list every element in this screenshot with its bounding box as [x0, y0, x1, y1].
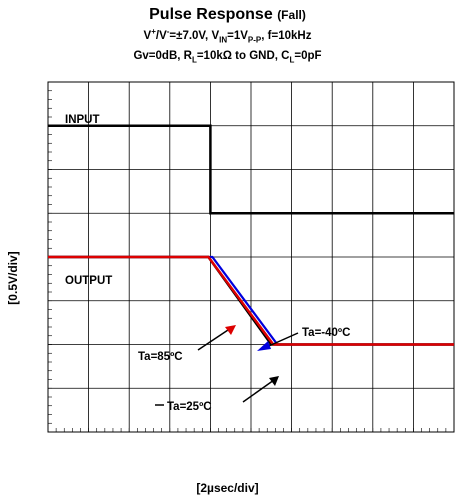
chart-subtitle-conditions-1: V+/V-=±7.0V, VIN=1VP-P, f=10kHz [0, 27, 455, 45]
ta-85-arrow [197, 327, 232, 351]
subtitle-text: V [143, 30, 152, 42]
plot-series [48, 124, 454, 346]
subtitle-text: =1V [227, 30, 248, 42]
ta-25-arrow [242, 379, 275, 403]
ta-minus40-arrowhead [257, 341, 271, 351]
subtitle-sub: L [191, 55, 197, 65]
subtitle-sub: P-P [247, 35, 262, 45]
chart-title: Pulse Response (Fall) [0, 6, 455, 24]
subtitle-text: =10kΩ to GND, C [196, 50, 290, 62]
input-label: INPUT [65, 114, 100, 126]
subtitle-text: Gv=0dB, R [133, 50, 192, 62]
x-axis-label: [2µsec/div] [196, 481, 259, 495]
ta-25-arrowhead [269, 376, 279, 386]
output-label: OUTPUT [65, 275, 112, 287]
ta-minus40-label: Ta=-40ºC [302, 327, 350, 339]
subtitle-text: /V [155, 30, 167, 42]
subtitle-sub: L [289, 55, 295, 65]
chart-subtitle-conditions-2: Gv=0dB, RL=10kΩ to GND, CL=0pF [0, 50, 455, 65]
ta-85-label: Ta=85ºC [138, 351, 183, 363]
series-line-ta-85-c [48, 255, 454, 346]
title-main: Pulse Response [149, 6, 273, 23]
series-line-input [48, 124, 454, 215]
subtitle-text: =±7.0V, V [169, 30, 220, 42]
subtitle-text: , f=10kHz [261, 30, 312, 42]
subtitle-text: =0pF [294, 50, 322, 62]
subtitle-sub: IN [219, 35, 228, 45]
ta-25-label: Ta=25ºC [167, 401, 212, 413]
subtitle-sup: + [151, 27, 156, 37]
subtitle-sup: - [166, 27, 170, 37]
plot-annotations: INPUT OUTPUT Ta=-40ºC Ta=85ºC Ta=25ºC [65, 114, 350, 413]
ta-85-arrowhead [225, 325, 236, 335]
title-suffix: (Fall) [277, 8, 306, 22]
